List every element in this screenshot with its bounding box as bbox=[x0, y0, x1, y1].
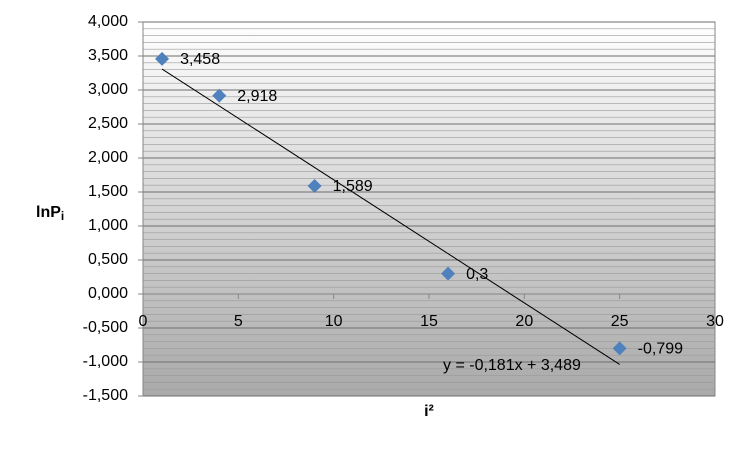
data-label: 1,589 bbox=[333, 178, 373, 195]
y-tick-label: -1,000 bbox=[83, 353, 128, 370]
data-point bbox=[441, 266, 456, 281]
x-tick-label: 30 bbox=[706, 313, 724, 330]
data-label: 2,918 bbox=[237, 88, 277, 105]
y-tick-label: 3,000 bbox=[88, 81, 128, 98]
data-point bbox=[155, 51, 170, 66]
y-tick-label: -0,500 bbox=[83, 319, 128, 336]
x-tick-label: 10 bbox=[325, 313, 343, 330]
y-tick-label: -1,500 bbox=[83, 387, 128, 404]
x-tick-label: 5 bbox=[234, 313, 243, 330]
data-point bbox=[612, 341, 627, 356]
data-point bbox=[212, 88, 227, 103]
plot-area bbox=[142, 21, 716, 397]
data-label: 3,458 bbox=[180, 51, 220, 68]
y-tick-label: 3,500 bbox=[88, 47, 128, 64]
y-axis-title: lnPi bbox=[36, 204, 64, 223]
y-tick-label: 2,000 bbox=[88, 149, 128, 166]
y-tick-label: 4,000 bbox=[88, 13, 128, 30]
y-tick-label: 0,000 bbox=[88, 285, 128, 302]
y-tick-label: 1,500 bbox=[88, 183, 128, 200]
trendline-equation: y = -0,181x + 3,489 bbox=[443, 357, 581, 374]
x-tick-label: 20 bbox=[515, 313, 533, 330]
trendline bbox=[161, 68, 620, 365]
data-label: 0,3 bbox=[466, 266, 488, 283]
x-tick-label: 25 bbox=[611, 313, 629, 330]
data-point bbox=[307, 178, 322, 193]
y-tick-label: 1,000 bbox=[88, 217, 128, 234]
x-tick-label: 0 bbox=[139, 313, 148, 330]
y-tick-label: 2,500 bbox=[88, 115, 128, 132]
x-axis-title: i² bbox=[424, 403, 434, 420]
data-label: -0,799 bbox=[638, 341, 683, 358]
y-tick-label: 0,500 bbox=[88, 251, 128, 268]
x-tick-label: 15 bbox=[420, 313, 438, 330]
